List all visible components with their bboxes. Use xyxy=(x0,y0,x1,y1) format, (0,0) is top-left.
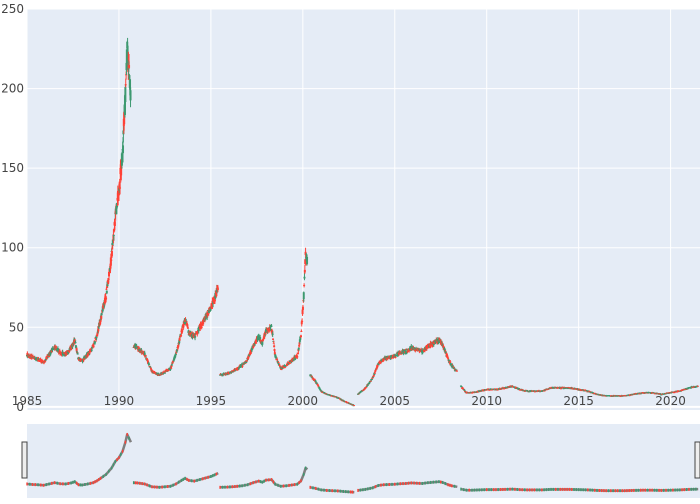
candle-body xyxy=(144,353,146,355)
candle-body xyxy=(171,364,173,365)
candle xyxy=(353,405,355,406)
candle-body xyxy=(394,357,396,358)
candle-body xyxy=(214,300,216,302)
candle-body xyxy=(164,373,166,374)
candle-body xyxy=(273,345,275,347)
candle-body xyxy=(304,270,306,273)
candle-body xyxy=(364,388,366,389)
candle-body xyxy=(364,389,366,390)
candle-body xyxy=(105,289,107,290)
candle-body xyxy=(130,90,132,100)
candle-body xyxy=(119,188,121,189)
candle-body xyxy=(49,355,51,356)
candle xyxy=(371,379,373,380)
candle-body xyxy=(217,287,219,290)
candle-body xyxy=(111,251,113,256)
candle-body xyxy=(179,338,181,341)
candle-body xyxy=(456,371,458,372)
candle-body xyxy=(449,361,451,362)
candle-body xyxy=(106,291,108,294)
candle-body xyxy=(371,379,373,380)
candle-body xyxy=(284,367,286,368)
candle-body xyxy=(271,326,273,327)
candle-body xyxy=(242,366,244,367)
candle-body xyxy=(272,334,274,335)
candle-body xyxy=(145,355,147,356)
candle-body xyxy=(101,313,103,315)
candle-body xyxy=(273,343,275,344)
candle-body xyxy=(175,354,177,355)
candle-body xyxy=(77,353,79,354)
candle-body xyxy=(116,206,118,207)
candle-body xyxy=(91,350,93,351)
candle-body xyxy=(306,257,308,264)
candle-body xyxy=(408,350,410,351)
candle-body xyxy=(187,327,189,328)
candle-body xyxy=(374,373,376,374)
candle-body xyxy=(302,307,304,310)
candle-body xyxy=(298,348,300,350)
candle-body xyxy=(300,331,302,332)
candle-body xyxy=(194,336,196,338)
candle-body xyxy=(128,65,130,68)
candle-body xyxy=(375,370,377,371)
candle-body xyxy=(272,339,274,340)
candle-body xyxy=(353,405,355,406)
candle-body xyxy=(376,365,378,367)
candle-body xyxy=(319,388,321,389)
candle-body xyxy=(303,285,305,286)
candle-body xyxy=(297,353,299,354)
candle-body xyxy=(125,84,127,85)
candle-body xyxy=(255,343,257,344)
candle-body xyxy=(75,342,77,343)
candle-body xyxy=(274,349,276,351)
candle-body xyxy=(296,356,298,357)
candle-body xyxy=(44,361,46,362)
candle-body xyxy=(315,381,317,382)
candle-body xyxy=(367,385,369,386)
candle-body xyxy=(404,350,406,351)
candle-body xyxy=(100,316,102,319)
candle-body xyxy=(303,277,305,279)
candle-body xyxy=(187,328,189,329)
candle-body xyxy=(181,331,183,332)
candle-body xyxy=(124,87,126,102)
candle-body xyxy=(303,292,305,299)
candle xyxy=(319,388,321,389)
candle-body xyxy=(278,362,280,363)
candle-body xyxy=(114,221,116,226)
candle-body xyxy=(300,335,302,337)
candle-body xyxy=(122,145,124,153)
candle-body xyxy=(180,335,182,336)
candle-body xyxy=(201,327,203,328)
candle-body xyxy=(148,364,150,365)
candle-body xyxy=(105,298,107,300)
candle-body xyxy=(93,345,95,347)
candle-body xyxy=(110,259,112,261)
candle-body xyxy=(298,345,300,346)
candle-body xyxy=(113,235,115,236)
candle-body xyxy=(128,75,130,79)
candle-body xyxy=(301,321,303,322)
